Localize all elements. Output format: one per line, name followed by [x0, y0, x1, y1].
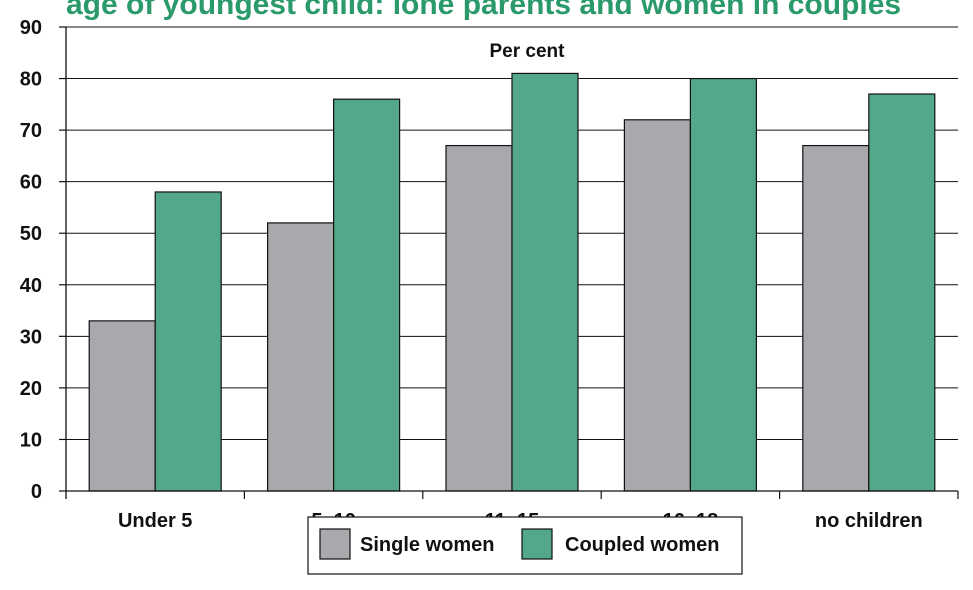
chart-title: age of youngest child: lone parents and … — [66, 0, 901, 21]
y-tick-label: 70 — [20, 120, 42, 142]
y-tick-label: 90 — [20, 17, 42, 39]
bar-single-women-under-5 — [88, 320, 156, 492]
y-tick-label: 80 — [20, 69, 42, 91]
legend-swatch-single-women — [319, 528, 351, 560]
bar-single-women-16-18 — [623, 119, 692, 492]
bar-coupled-women-under-5 — [154, 191, 222, 492]
x-tick-label: Under 5 — [118, 510, 192, 532]
bar-coupled-women-5-10 — [333, 98, 401, 492]
bar-single-women-11-15 — [445, 144, 513, 492]
y-tick-label: 10 — [20, 429, 42, 451]
x-tick-label: no children — [815, 510, 923, 532]
y-tick-label: 50 — [20, 223, 42, 245]
bar-single-women-5-10 — [267, 222, 335, 492]
legend: Single women Coupled women — [307, 516, 743, 575]
y-tick-label: 30 — [20, 326, 42, 348]
bar-coupled-women-no-children — [868, 93, 936, 492]
legend-swatch-coupled-women — [521, 528, 553, 560]
bar-coupled-women-11-15 — [511, 72, 579, 492]
y-tick-label: 0 — [31, 481, 42, 503]
legend-label-single-women: Single women — [360, 534, 494, 556]
y-tick-label: 40 — [20, 275, 42, 297]
bars — [88, 72, 936, 492]
bar-coupled-women-16-18 — [689, 77, 758, 492]
legend-label-coupled-women: Coupled women — [565, 534, 719, 556]
y-tick-label: 20 — [20, 378, 42, 400]
bar-single-women-no-children — [802, 144, 870, 492]
unit-label: Per cent — [490, 41, 566, 62]
y-tick-label: 60 — [20, 172, 42, 194]
